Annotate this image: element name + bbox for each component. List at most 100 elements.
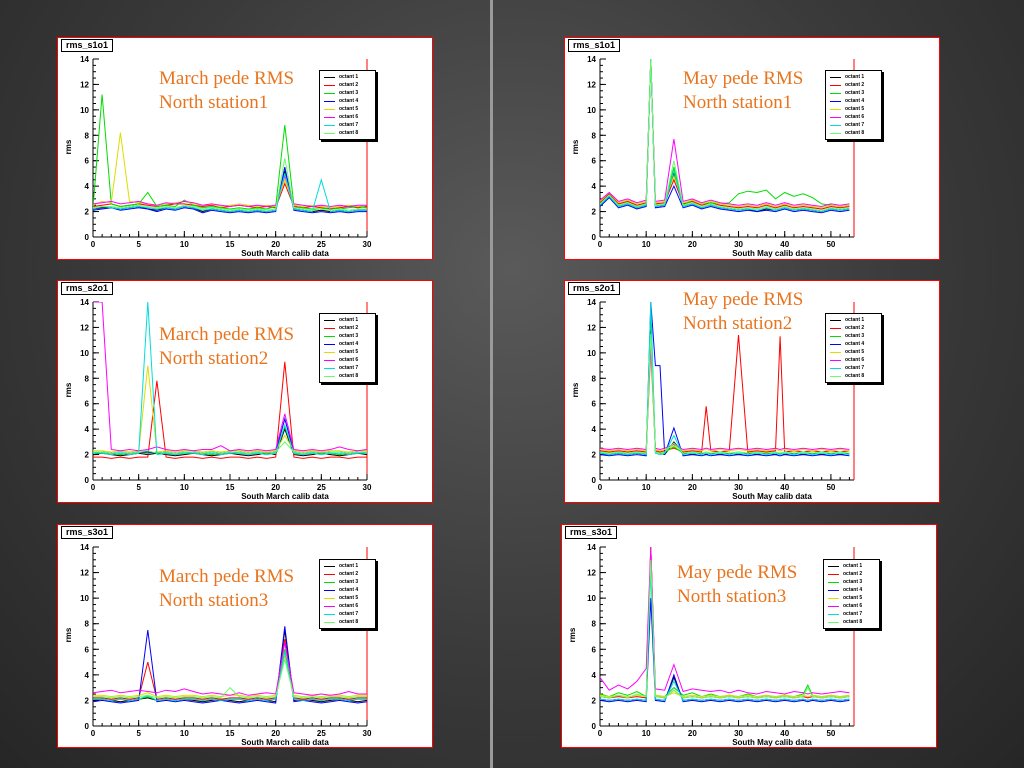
chart-annotation: May pede RMS North station2 [683, 288, 803, 336]
x-tick-label: 15 [226, 483, 235, 492]
legend-entry: octant 4 [320, 97, 375, 105]
x-axis-label: South May calib data [732, 738, 812, 747]
legend-swatch [324, 368, 335, 369]
x-tick-label: 30 [734, 240, 743, 249]
legend-swatch [830, 368, 841, 369]
x-tick-label: 20 [271, 240, 280, 249]
annotation-line: North station1 [683, 92, 793, 113]
annotation-line: North station2 [683, 313, 793, 334]
legend-label: octant 3 [339, 579, 359, 585]
legend-swatch [324, 85, 335, 86]
x-tick-label: 0 [91, 483, 96, 492]
legend-entry: octant 4 [320, 340, 375, 348]
y-tick-label: 10 [587, 349, 596, 358]
legend-swatch [324, 93, 335, 94]
legend-entry: octant 6 [320, 113, 375, 121]
line-chart: 0 2 4 6 8 10 12 14 0 10 20 30 40 50 South May calib da… [561, 524, 937, 748]
legend-swatch [830, 376, 841, 377]
legend-swatch [324, 320, 335, 321]
legend-label: octant 5 [339, 349, 359, 355]
annotation-line: North station3 [159, 590, 269, 611]
legend-label: octant 5 [339, 595, 359, 601]
legend-swatch [324, 582, 335, 583]
y-tick-label: 12 [587, 323, 596, 332]
legend-label: octant 2 [339, 82, 359, 88]
legend-swatch [828, 566, 839, 567]
legend-label: octant 3 [845, 90, 865, 96]
legend-swatch [828, 582, 839, 583]
legend-label: octant 1 [845, 74, 865, 80]
y-tick-label: 14 [80, 298, 89, 307]
y-tick-label: 8 [85, 620, 90, 629]
x-tick-label: 15 [226, 240, 235, 249]
series-line-octant-2 [93, 639, 367, 700]
y-tick-label: 2 [85, 451, 90, 460]
legend-label: octant 8 [845, 130, 865, 136]
y-tick-label: 8 [85, 131, 90, 140]
x-tick-label: 5 [136, 483, 141, 492]
legend-swatch [324, 328, 335, 329]
legend-label: octant 2 [339, 325, 359, 331]
legend-entry: octant 6 [320, 356, 375, 364]
legend-entry: octant 7 [824, 610, 879, 618]
legend-swatch [830, 328, 841, 329]
x-tick-label: 30 [363, 729, 372, 738]
legend-swatch [324, 566, 335, 567]
legend-entry: octant 4 [826, 97, 881, 105]
series-line-octant-7 [93, 302, 367, 456]
legend-entry: octant 2 [826, 81, 881, 89]
legend-entry: octant 4 [320, 586, 375, 594]
legend-entry: octant 3 [824, 578, 879, 586]
x-tick-label: 0 [91, 240, 96, 249]
y-tick-label: 12 [80, 569, 89, 578]
legend-entry: octant 8 [826, 129, 881, 137]
legend-entry: octant 1 [320, 73, 375, 81]
series-line-octant-4 [93, 417, 367, 454]
histogram-title: rms_s2o1 [568, 282, 621, 295]
legend-swatch [828, 606, 839, 607]
legend-entry: octant 8 [824, 618, 879, 626]
y-tick-label: 12 [587, 80, 596, 89]
x-tick-label: 30 [363, 240, 372, 249]
legend: octant 1 octant 2 octant 3 octant 4 octant 5… [319, 70, 376, 140]
legend-label: octant 8 [339, 373, 359, 379]
x-axis-label: South May calib data [732, 492, 812, 501]
y-tick-label: 2 [85, 208, 90, 217]
x-tick-label: 10 [642, 483, 651, 492]
chart-annotation: March pede RMS North station3 [159, 565, 294, 613]
legend-label: octant 2 [845, 325, 865, 331]
annotation-line: North station3 [677, 586, 787, 607]
pad-border [564, 37, 940, 260]
legend-label: octant 6 [339, 603, 359, 609]
legend-label: octant 7 [339, 365, 359, 371]
y-tick-label: 6 [85, 400, 90, 409]
series-line-octant-3 [93, 649, 367, 701]
y-tick-label: 12 [80, 80, 89, 89]
legend-swatch [324, 352, 335, 353]
legend-swatch [828, 614, 839, 615]
legend-label: octant 2 [843, 571, 863, 577]
legend-entry: octant 5 [320, 348, 375, 356]
legend-label: octant 7 [845, 122, 865, 128]
legend-label: octant 2 [339, 571, 359, 577]
series-line-octant-1 [600, 321, 850, 456]
y-tick-label: 6 [592, 157, 597, 166]
legend-swatch [830, 320, 841, 321]
legend-entry: octant 5 [320, 105, 375, 113]
line-chart: 0 2 4 6 8 10 12 14 0 10 20 30 40 50 South May calib da… [564, 37, 940, 260]
x-tick-label: 0 [598, 483, 603, 492]
annotation-line: May pede RMS [683, 289, 804, 310]
legend-entry: octant 7 [320, 364, 375, 372]
legend-entry: octant 3 [320, 89, 375, 97]
line-chart: 0 2 4 6 8 10 12 14 0 5 10 15 20 25 30 South March calib… [57, 524, 433, 748]
chart-annotation: May pede RMS North station1 [683, 67, 803, 115]
y-tick-label: 12 [587, 569, 596, 578]
chart-panel: 0 2 4 6 8 10 12 14 0 10 20 30 40 50 South May calib da… [564, 37, 940, 260]
legend-label: octant 7 [339, 122, 359, 128]
legend-swatch [828, 598, 839, 599]
legend-entry: octant 8 [320, 372, 375, 380]
legend-swatch [828, 574, 839, 575]
y-tick-label: 0 [85, 233, 90, 242]
legend-label: octant 6 [845, 114, 865, 120]
y-tick-label: 4 [592, 182, 597, 191]
